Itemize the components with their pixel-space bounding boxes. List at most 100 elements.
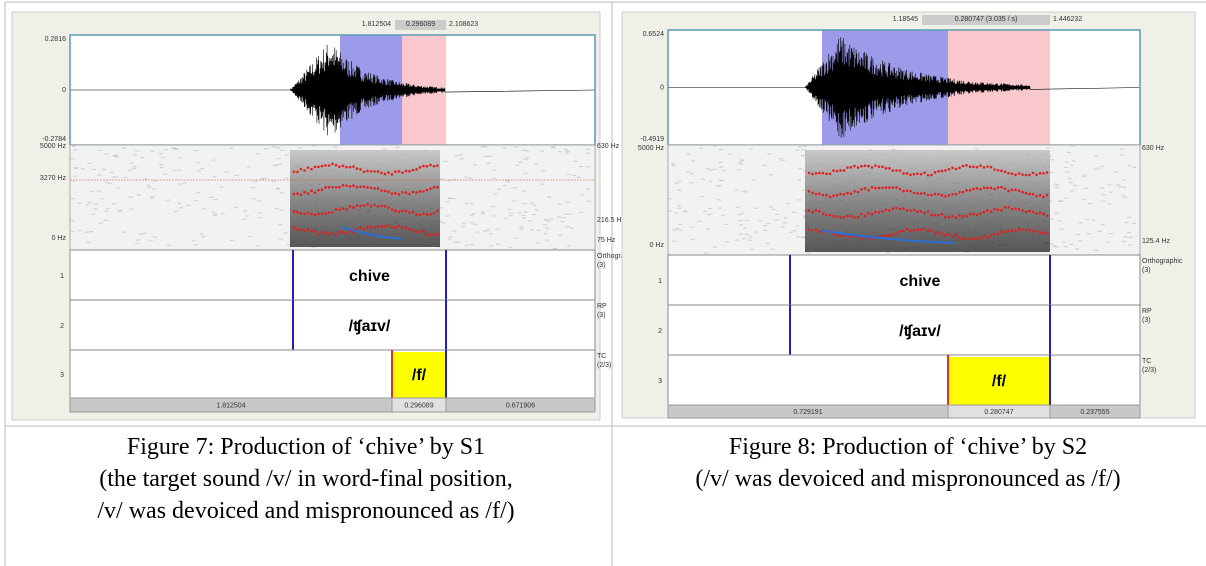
- formant-dot: [1007, 206, 1010, 209]
- tier-name: TC: [1142, 358, 1151, 365]
- formant-dot: [968, 189, 972, 192]
- formant-dot: [940, 194, 944, 197]
- formant-dot: [411, 190, 415, 194]
- pitch-label: 125.4 Hz: [1142, 238, 1171, 245]
- formant-dot: [982, 210, 986, 214]
- formant-dot: [919, 192, 923, 195]
- spectrogram-noise: [111, 203, 116, 205]
- formant-dot: [989, 210, 993, 213]
- tier-number: 2: [60, 323, 64, 330]
- amplitude-label: 0.2816: [45, 36, 67, 43]
- formant-dot: [818, 192, 821, 195]
- formant-dot: [376, 187, 380, 190]
- spectrogram-noise: [481, 212, 486, 215]
- spectrogram-noise: [111, 176, 116, 178]
- spectrogram-noise: [178, 157, 183, 159]
- spectrogram-noise: [718, 148, 723, 151]
- spectrogram-noise: [480, 211, 485, 213]
- formant-dot: [313, 191, 317, 194]
- formant-dot: [821, 193, 825, 197]
- formant-dot: [317, 212, 320, 216]
- formant-dot: [849, 166, 853, 169]
- formant-dot: [429, 212, 432, 216]
- formant-dot: [877, 186, 881, 190]
- spectrogram-noise: [1123, 196, 1128, 198]
- spectrogram-noise: [727, 153, 732, 155]
- top-time: 1.18545: [893, 16, 918, 23]
- formant-dot: [296, 192, 299, 195]
- top-time-box: [922, 15, 1050, 25]
- spectrogram-noise: [104, 153, 109, 155]
- spectrogram-noise: [74, 167, 79, 169]
- formant-dot: [930, 228, 933, 232]
- spectrogram-noise: [196, 170, 201, 172]
- formant-dot: [408, 169, 411, 173]
- spectrogram-noise: [200, 167, 205, 170]
- bottom-time: 0.296089: [404, 403, 433, 410]
- formant-dot: [418, 166, 422, 169]
- time-bar: [667, 404, 1141, 419]
- spectrogram-noise: [491, 215, 496, 217]
- formant-dot: [989, 165, 993, 169]
- spectrogram-noise: [1127, 216, 1132, 218]
- formant-dot: [926, 229, 930, 232]
- formant-dot: [432, 185, 436, 189]
- spectrogram-noise: [279, 192, 284, 194]
- spectrogram-noise: [556, 216, 561, 218]
- spectrogram-noise: [1116, 184, 1121, 186]
- tier-count: (2/3): [1142, 367, 1156, 374]
- spectrogram-noise: [1131, 222, 1136, 224]
- spectrogram-noise: [135, 150, 140, 152]
- formant-dot: [877, 211, 881, 214]
- spectrogram-noise: [689, 173, 694, 175]
- formant-dot: [320, 164, 324, 168]
- spectrogram-noise: [683, 210, 688, 212]
- formant-dot: [996, 186, 1000, 189]
- formant-dot: [891, 169, 895, 172]
- formant-dot: [1038, 193, 1042, 197]
- formant-dot: [1042, 212, 1045, 216]
- spectrogram-noise: [492, 177, 497, 179]
- spectrogram-noise: [452, 179, 457, 181]
- amplitude-label: 0.6524: [643, 31, 665, 38]
- formant-dot: [986, 186, 989, 190]
- spectrogram-noise: [552, 247, 557, 250]
- formant-dot: [331, 185, 334, 189]
- formant-dot: [366, 169, 369, 173]
- formant-dot: [996, 168, 1000, 172]
- formant-dot: [418, 190, 422, 193]
- spectrogram-noise: [800, 236, 805, 238]
- spectrogram-noise: [1091, 219, 1096, 222]
- formant-dot: [912, 229, 916, 232]
- formant-dot: [383, 225, 387, 228]
- formant-dot: [937, 230, 940, 234]
- spectrogram-noise: [274, 207, 279, 210]
- spectrogram-noise: [1082, 198, 1087, 201]
- formant-dot: [303, 212, 306, 216]
- spectrogram-noise: [133, 154, 138, 156]
- spectrogram-noise: [737, 162, 742, 164]
- frequency-label: 3270 Hz: [40, 175, 67, 182]
- spectrogram-noise: [716, 199, 721, 201]
- formant-dot: [390, 208, 394, 211]
- spectrogram-noise: [677, 189, 682, 191]
- spectrogram-noise: [243, 210, 248, 212]
- formant-dot: [338, 230, 341, 234]
- formant-dot: [895, 186, 898, 189]
- formant-dot: [383, 205, 387, 208]
- spectrogram-noise: [241, 218, 246, 220]
- spectrogram-noise: [166, 199, 171, 201]
- spectrogram-noise: [89, 231, 94, 233]
- spectrogram-noise: [718, 207, 723, 209]
- formant-dot: [369, 225, 373, 228]
- spectrogram-noise: [672, 240, 677, 242]
- formant-dot: [951, 192, 954, 196]
- spectrogram-noise: [1107, 203, 1112, 205]
- spectrogram-noise: [771, 208, 776, 210]
- spectrogram-noise: [781, 226, 786, 228]
- formant-dot: [944, 215, 947, 219]
- formant-dot: [867, 211, 870, 215]
- formant-dot: [1038, 171, 1042, 175]
- formant-dot: [334, 208, 338, 211]
- formant-dot: [807, 228, 811, 232]
